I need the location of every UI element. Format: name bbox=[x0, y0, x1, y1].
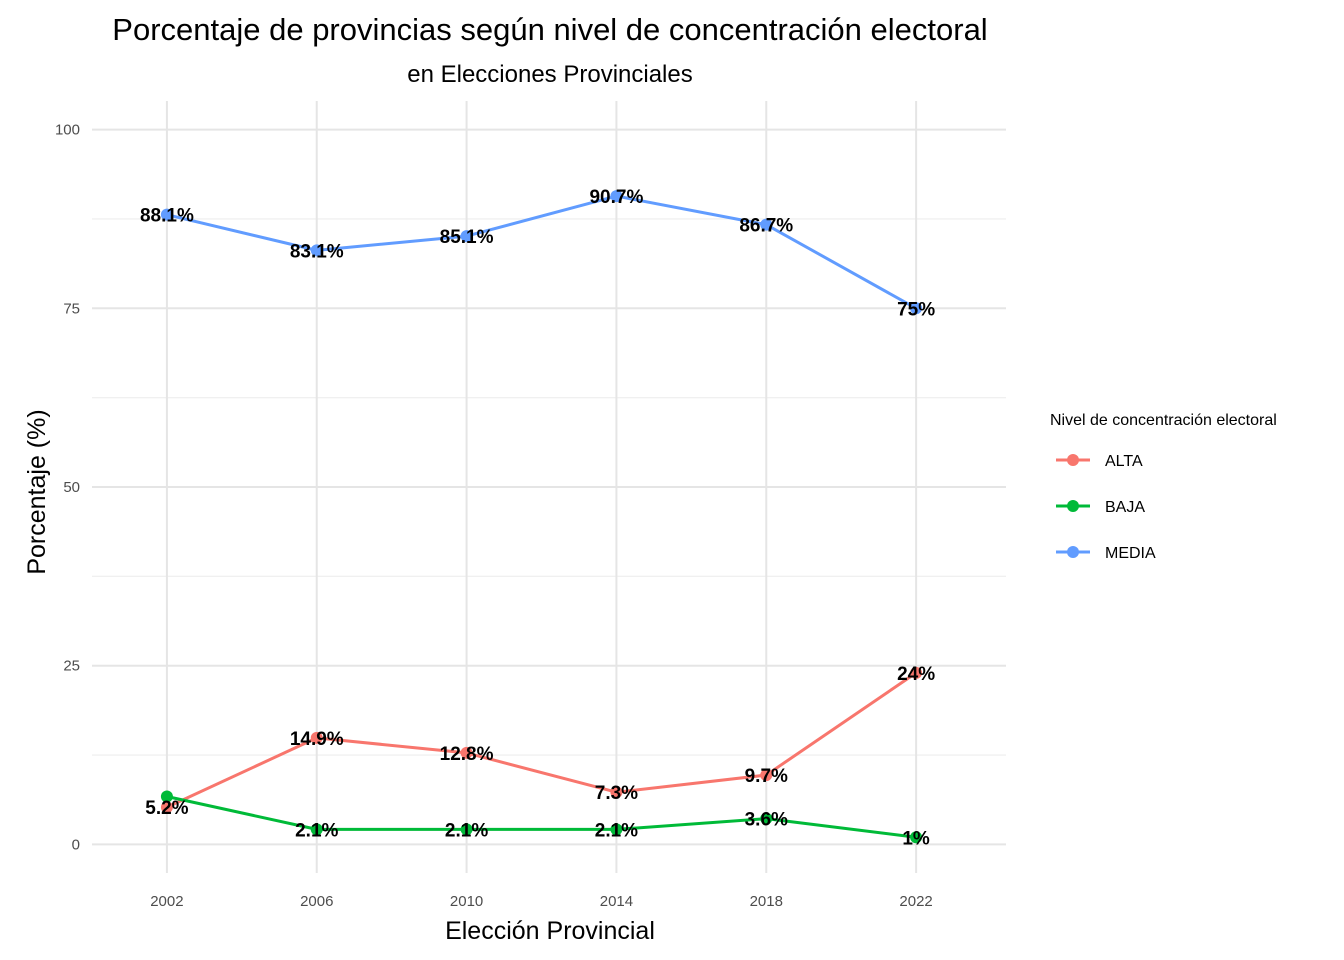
data-label-alta: 12.8% bbox=[440, 744, 494, 765]
legend-items: ALTA BAJA MEDIA bbox=[1056, 453, 1156, 562]
series-line-media bbox=[166, 194, 917, 310]
legend-label: BAJA bbox=[1105, 499, 1145, 516]
data-label-media: 90.7% bbox=[589, 187, 643, 208]
x-tick-label: 2010 bbox=[450, 893, 483, 910]
data-point-alta bbox=[610, 786, 623, 799]
x-axis-ticks: 2002 2006 2010 2014 2018 2022 bbox=[150, 893, 933, 910]
data-label-alta: 5.2% bbox=[145, 798, 188, 819]
data-label-media: 75% bbox=[897, 299, 935, 320]
data-label-baja: 1% bbox=[902, 828, 930, 849]
data-label-alta: 24% bbox=[897, 664, 935, 685]
chart-subtitle: en Elecciones Provinciales bbox=[407, 61, 692, 88]
x-tick-label: 2006 bbox=[300, 893, 333, 910]
data-label-baja: 2.1% bbox=[445, 820, 488, 841]
y-tick-label: 100 bbox=[55, 122, 80, 139]
legend-key-point bbox=[1067, 454, 1079, 466]
legend-label: MEDIA bbox=[1105, 545, 1156, 562]
data-point-baja bbox=[310, 823, 323, 836]
data-point-media bbox=[910, 302, 923, 315]
data-point-alta bbox=[160, 801, 173, 814]
data-point-alta bbox=[760, 769, 773, 782]
legend-key-point bbox=[1067, 546, 1079, 558]
x-tick-label: 2014 bbox=[600, 893, 633, 910]
data-point-media bbox=[760, 218, 773, 231]
x-axis-title: Elección Provincial bbox=[445, 917, 655, 945]
series-line-baja bbox=[166, 795, 917, 839]
data-label-media: 88.1% bbox=[140, 206, 194, 227]
x-tick-label: 2018 bbox=[750, 893, 783, 910]
series-points bbox=[160, 190, 923, 844]
x-tick-label: 2002 bbox=[150, 893, 183, 910]
data-point-baja bbox=[610, 823, 623, 836]
minor-gridlines bbox=[92, 218, 1006, 756]
data-label-baja: 2.1% bbox=[595, 820, 638, 841]
y-axis-ticks: 0 25 50 75 100 bbox=[55, 122, 80, 854]
y-axis-title: Porcentaje (%) bbox=[23, 409, 51, 574]
y-tick-label: 0 bbox=[72, 836, 80, 853]
data-label-alta: 9.7% bbox=[745, 766, 788, 787]
y-tick-label: 25 bbox=[63, 658, 80, 675]
data-point-baja bbox=[910, 831, 923, 844]
legend-item-baja: BAJA bbox=[1056, 499, 1145, 516]
series-lines bbox=[166, 194, 917, 839]
x-tick-label: 2022 bbox=[899, 893, 932, 910]
legend-title: Nivel de concentración electoral bbox=[1050, 412, 1277, 429]
y-tick-label: 75 bbox=[63, 300, 80, 317]
data-label-baja: 2.1% bbox=[295, 820, 338, 841]
data-point-baja bbox=[460, 823, 473, 836]
major-gridlines bbox=[92, 101, 1006, 873]
y-tick-label: 50 bbox=[63, 479, 80, 496]
data-point-baja bbox=[760, 812, 773, 825]
data-label-baja: 3.6% bbox=[745, 810, 788, 831]
data-point-media bbox=[610, 190, 623, 203]
legend-key-point bbox=[1067, 500, 1079, 512]
legend: Nivel de concentración electoral ALTA BAJ… bbox=[1050, 412, 1277, 562]
data-label-media: 86.7% bbox=[739, 216, 793, 237]
chart-title: Porcentaje de provincias según nivel de … bbox=[112, 12, 987, 47]
data-point-alta bbox=[910, 666, 923, 679]
data-label-alta: 7.3% bbox=[595, 783, 638, 804]
data-label-media: 83.1% bbox=[290, 241, 344, 262]
data-point-media bbox=[460, 230, 473, 243]
data-label-alta: 14.9% bbox=[290, 729, 344, 750]
data-labels: 5.2% 14.9% 12.8% 7.3% 9.7% 24% 2.1% 2.1% 2.1% 3.6… bbox=[140, 187, 935, 849]
data-point-alta bbox=[310, 731, 323, 744]
data-point-baja bbox=[160, 790, 173, 803]
legend-item-alta: ALTA bbox=[1056, 453, 1143, 470]
legend-label: ALTA bbox=[1105, 453, 1143, 470]
series-line-alta bbox=[166, 671, 917, 809]
data-label-media: 85.1% bbox=[440, 227, 494, 248]
data-point-media bbox=[310, 244, 323, 257]
legend-item-media: MEDIA bbox=[1056, 545, 1156, 562]
data-point-alta bbox=[460, 746, 473, 759]
data-point-media bbox=[160, 208, 173, 221]
